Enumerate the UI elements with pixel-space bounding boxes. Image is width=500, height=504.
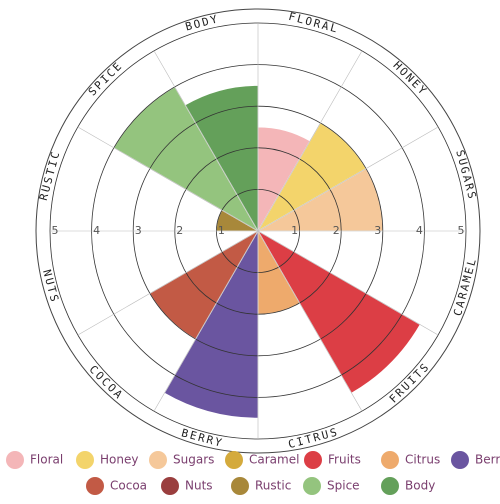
r-tick-label: 5 bbox=[52, 224, 59, 237]
legend-item: Floral bbox=[6, 451, 63, 469]
wedge bbox=[163, 229, 259, 419]
legend-swatch bbox=[161, 477, 179, 495]
ring-label: SUGARS bbox=[453, 149, 479, 202]
legend-label: Cocoa bbox=[110, 479, 147, 493]
ring-label: SPICE bbox=[86, 59, 126, 99]
legend-swatch bbox=[304, 451, 322, 469]
legend-swatch bbox=[381, 477, 399, 495]
legend-item: Rustic bbox=[231, 477, 291, 495]
legend-swatch bbox=[231, 477, 249, 495]
legend-label: Spice bbox=[327, 479, 360, 493]
spoke bbox=[257, 50, 363, 232]
legend-label: Floral bbox=[30, 453, 63, 467]
ring-label: CARAMEL bbox=[451, 256, 479, 318]
legend-label: Fruits bbox=[328, 453, 361, 467]
r-tick-label: 1 bbox=[218, 224, 225, 237]
legend-label: Honey bbox=[100, 453, 138, 467]
legend-swatch bbox=[6, 451, 24, 469]
ring-label: CITRUS bbox=[287, 425, 340, 451]
spoke bbox=[257, 126, 439, 232]
legend-swatch bbox=[381, 451, 399, 469]
legend-swatch bbox=[76, 451, 94, 469]
r-tick-label: 2 bbox=[333, 224, 340, 237]
spoke bbox=[257, 230, 363, 412]
spoke bbox=[153, 230, 259, 412]
ring-label: BERRY bbox=[180, 426, 225, 450]
wedge bbox=[256, 229, 421, 394]
legend-swatch bbox=[149, 451, 167, 469]
legend-label: Body bbox=[405, 479, 435, 493]
legend-item: Caramel bbox=[225, 451, 299, 469]
ring-label: RUSTIC bbox=[37, 149, 63, 202]
legend-label: Sugars bbox=[173, 453, 214, 467]
legend-item: Honey bbox=[76, 451, 138, 469]
ring-label: FRUITS bbox=[387, 360, 433, 406]
r-tick-label: 3 bbox=[374, 224, 381, 237]
r-tick-label: 3 bbox=[135, 224, 142, 237]
legend-item: Fruits bbox=[304, 451, 361, 469]
ring-label: HONEY bbox=[391, 59, 431, 99]
legend-label: Caramel bbox=[249, 453, 299, 467]
legend-item: Citrus bbox=[381, 451, 440, 469]
outer-ring bbox=[35, 8, 481, 454]
ring-label: COCOA bbox=[86, 363, 126, 403]
legend-label: Citrus bbox=[405, 453, 440, 467]
legend-item: Berry bbox=[451, 451, 500, 469]
r-tick-label: 4 bbox=[93, 224, 100, 237]
spoke bbox=[153, 50, 259, 232]
legend-item: Spice bbox=[303, 477, 360, 495]
legend-item: Sugars bbox=[149, 451, 214, 469]
r-tick-label: 2 bbox=[176, 224, 183, 237]
legend-swatch bbox=[225, 451, 243, 469]
legend-swatch bbox=[86, 477, 104, 495]
r-tick-label: 1 bbox=[291, 224, 298, 237]
legend-item: Body bbox=[381, 477, 435, 495]
spoke bbox=[77, 126, 259, 232]
spoke bbox=[77, 230, 259, 336]
legend-label: Berry bbox=[475, 453, 500, 467]
legend-item: Nuts bbox=[161, 477, 213, 495]
r-tick-label: 4 bbox=[416, 224, 423, 237]
legend-item: Cocoa bbox=[86, 477, 147, 495]
legend-swatch bbox=[451, 451, 469, 469]
ring-label: FLORAL bbox=[287, 10, 340, 36]
legend-label: Rustic bbox=[255, 479, 291, 493]
legend-label: Nuts bbox=[185, 479, 213, 493]
r-tick-label: 5 bbox=[458, 224, 465, 237]
legend-swatch bbox=[303, 477, 321, 495]
spoke bbox=[257, 230, 439, 336]
